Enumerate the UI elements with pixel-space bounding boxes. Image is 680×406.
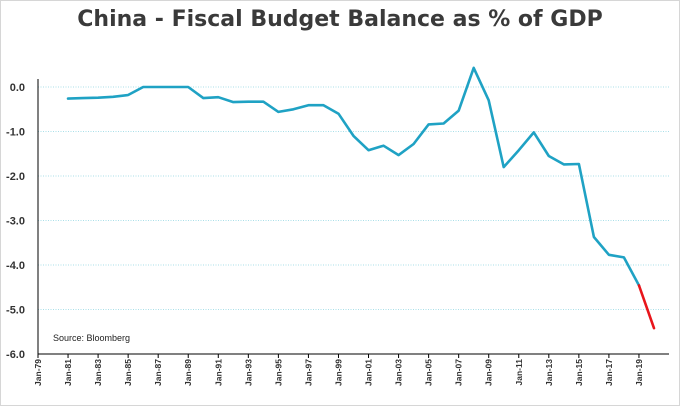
x-tick-label: Jan-05 [424, 359, 434, 386]
x-tick-label: Jan-81 [63, 359, 73, 386]
x-tick-label: Jan-17 [604, 359, 614, 386]
x-tick-label: Jan-85 [123, 359, 133, 386]
series-line-forecast [637, 284, 656, 330]
chart-title: China - Fiscal Budget Balance as % of GD… [77, 7, 603, 32]
x-tick-label: Jan-83 [93, 359, 103, 386]
y-tick-label: -2.0 [6, 171, 25, 183]
x-tick-label: Jan-97 [303, 359, 313, 386]
x-tick-label: Jan-91 [213, 359, 223, 386]
x-tick-label: Jan-19 [634, 359, 644, 386]
series-line-actual [66, 66, 641, 287]
x-tick-label: Jan-95 [273, 359, 283, 386]
x-tick-label: Jan-07 [454, 359, 464, 386]
y-tick-label: -5.0 [6, 305, 25, 317]
x-tick-label: Jan-11 [514, 359, 524, 386]
y-tick-label: -1.0 [6, 127, 25, 139]
x-tick-label: Jan-03 [394, 359, 404, 386]
source-note: Source: Bloomberg [53, 333, 131, 343]
x-tick-label: Jan-79 [33, 359, 43, 386]
x-tick-label: Jan-09 [484, 359, 494, 386]
x-tick-label: Jan-13 [544, 359, 554, 386]
y-tick-label: 0.0 [10, 82, 25, 94]
y-tick-label: -4.0 [6, 260, 25, 272]
y-tick-label: -6.0 [6, 349, 25, 361]
x-tick-label: Jan-93 [243, 359, 253, 386]
y-tick-label: -3.0 [6, 216, 25, 228]
x-tick-label: Jan-89 [183, 359, 193, 386]
x-tick-label: Jan-87 [153, 359, 163, 386]
x-tick-label: Jan-15 [574, 359, 584, 386]
x-tick-label: Jan-99 [333, 359, 343, 386]
x-tick-label: Jan-01 [364, 359, 374, 386]
